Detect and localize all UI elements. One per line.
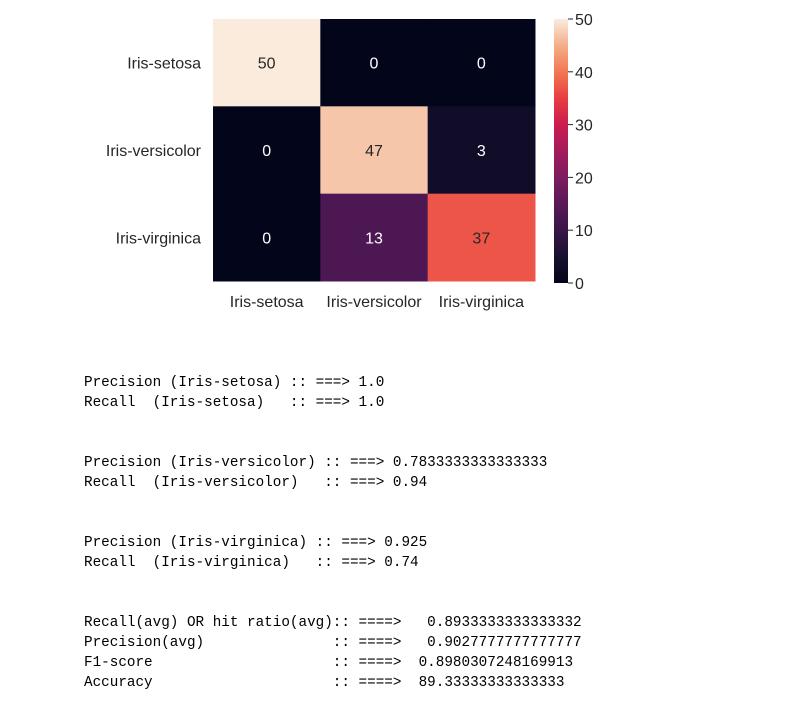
output-line: Recall (Iris-versicolor) :: ===> 0.94 xyxy=(84,475,428,491)
x-tick-label: Iris-versicolor xyxy=(326,294,422,311)
colorbar-tick-label: 0 xyxy=(575,276,584,293)
heatmap-annotations: 50 0 00 47 30 13 37 xyxy=(258,56,491,248)
colorbar-tick-label: 30 xyxy=(575,118,593,135)
heatmap-cell xyxy=(320,19,429,107)
output-line: Precision (Iris-setosa) :: ===> 1.0 xyxy=(84,375,385,391)
output-line: Precision(avg) :: ====> 0.90277777777777… xyxy=(84,635,582,651)
colorbar: 0 10 20 30 40 50 xyxy=(554,12,593,293)
cell-value-label: 0 xyxy=(370,56,379,73)
heatmap-cell xyxy=(320,193,429,282)
cell-value-label: 13 xyxy=(365,230,383,247)
colorbar-tick-label: 40 xyxy=(575,65,593,82)
cell-value-label: 0 xyxy=(262,230,271,247)
heatmap-cell xyxy=(427,193,536,282)
output-line: Accuracy :: ====> 89.33333333333333 xyxy=(84,675,565,691)
output-line: F1-score :: ====> 0.8980307248169913 xyxy=(84,655,574,671)
output-line: Precision (Iris-versicolor) :: ===> 0.78… xyxy=(84,455,548,471)
heatmap-cell xyxy=(427,19,536,107)
output-line: Recall (Iris-virginica) :: ===> 0.74 xyxy=(84,555,419,571)
cell-value-label: 47 xyxy=(365,143,383,160)
cell-value-label: 37 xyxy=(472,230,490,247)
x-tick-labels: Iris-setosa Iris-versicolor Iris-virginica xyxy=(230,294,524,311)
x-tick-label: Iris-virginica xyxy=(439,294,524,311)
output-spacer xyxy=(84,413,582,453)
colorbar-tick-label: 20 xyxy=(575,170,593,187)
output-spacer xyxy=(84,573,582,613)
y-tick-label: Iris-versicolor xyxy=(106,143,202,160)
confusion-matrix-heatmap: 50 0 00 47 30 13 37 Iris-setosaIris-versicolor… xyxy=(106,12,593,311)
heatmap-cell xyxy=(213,19,321,107)
heatmap-cell xyxy=(213,106,321,195)
colorbar-tick-label: 10 xyxy=(575,223,593,240)
cell-value-label: 50 xyxy=(258,56,276,73)
output-line: Recall(avg) OR hit ratio(avg):: ====> 0.… xyxy=(84,615,582,631)
y-tick-label: Iris-setosa xyxy=(127,56,201,73)
colorbar-gradient xyxy=(554,19,568,283)
cell-value-label: 0 xyxy=(477,56,486,73)
heatmap-cell xyxy=(427,106,536,195)
heatmap-cell xyxy=(213,193,321,282)
output-spacer xyxy=(84,493,582,533)
heatmap-cells xyxy=(213,19,536,282)
y-tick-labels: Iris-setosa Iris-versicolor Iris-virginica xyxy=(106,56,202,248)
output-line: Precision (Iris-virginica) :: ===> 0.925 xyxy=(84,535,428,551)
y-tick-label: Iris-virginica xyxy=(116,230,201,247)
colorbar-tick-label: 50 xyxy=(575,12,593,29)
cell-value-label: 3 xyxy=(477,143,486,160)
output-line: Recall (Iris-setosa) :: ===> 1.0 xyxy=(84,395,385,411)
cell-value-label: 0 xyxy=(262,143,271,160)
x-tick-label: Iris-setosa xyxy=(230,294,304,311)
heatmap-cell xyxy=(320,106,429,195)
